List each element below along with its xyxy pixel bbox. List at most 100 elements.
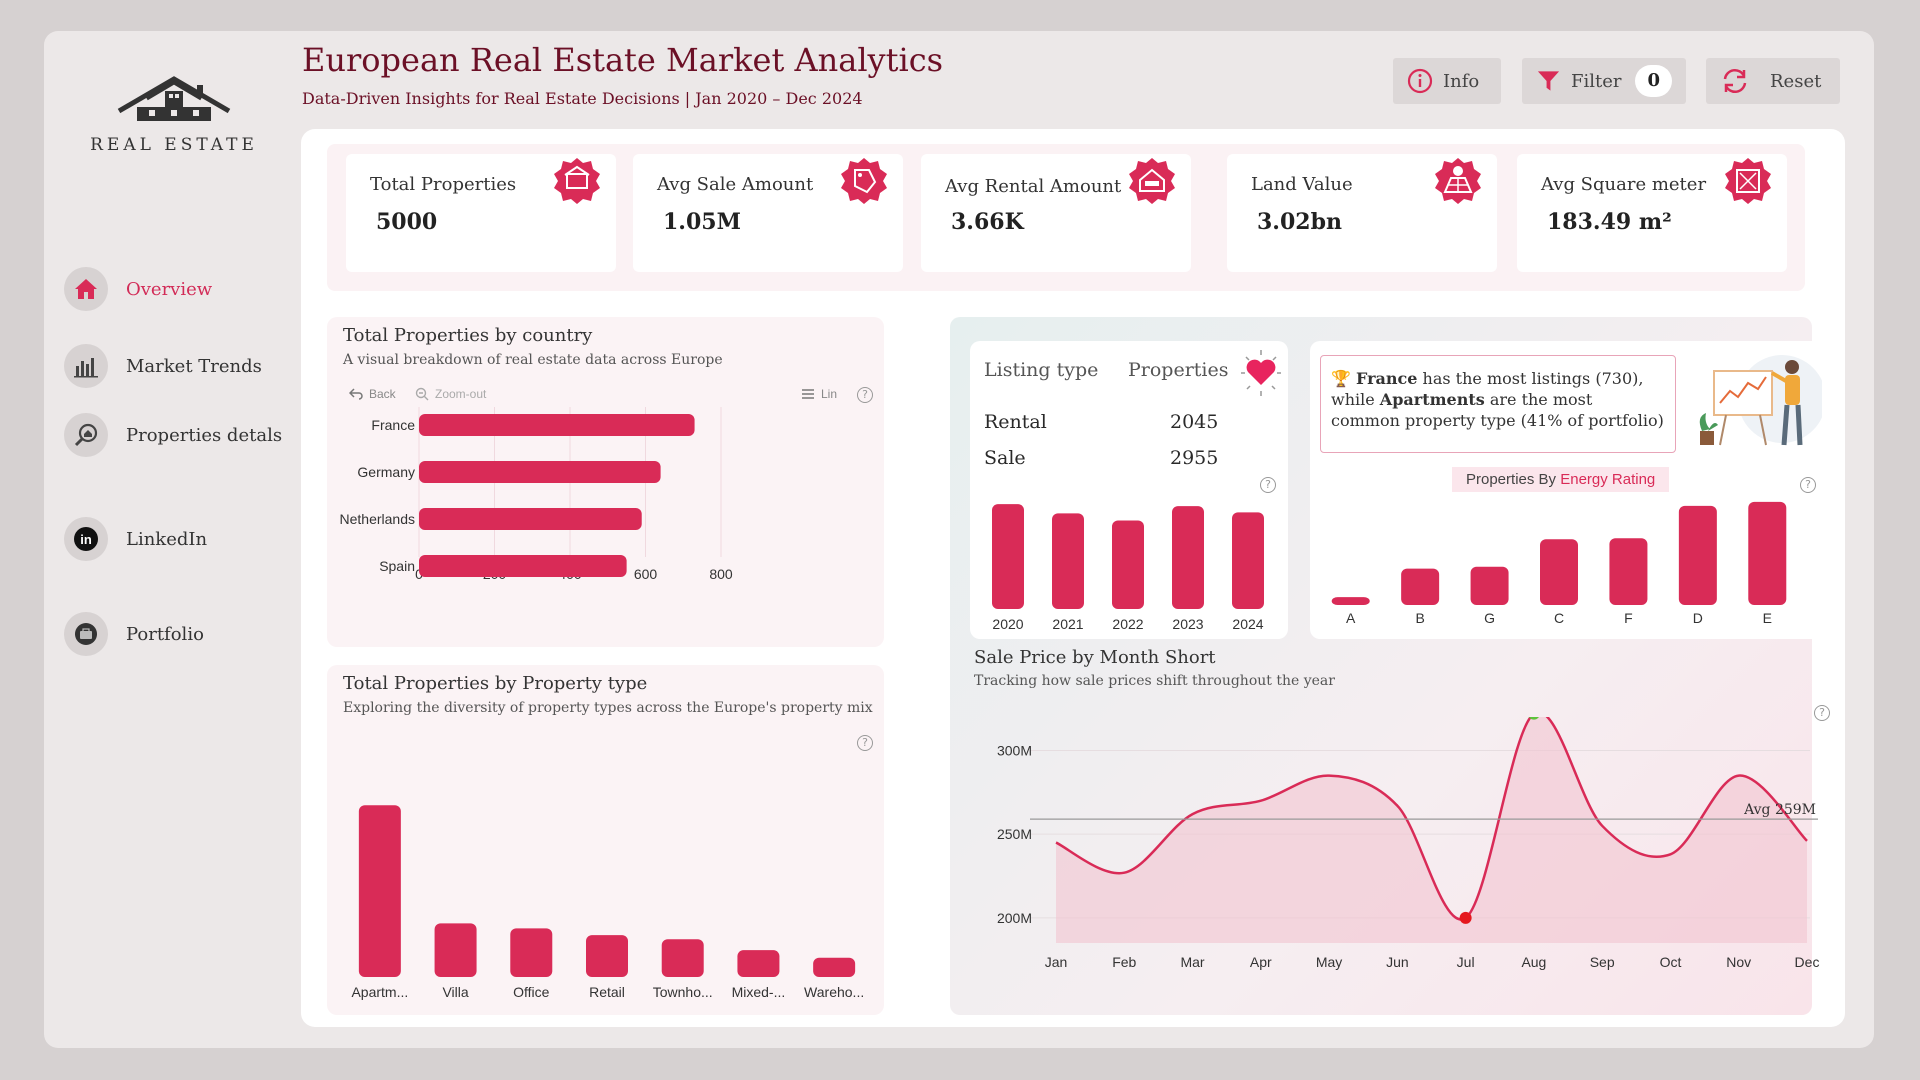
bar-2023 [1172,506,1204,609]
min-point-marker [1459,911,1472,924]
category-label: Germany [357,464,415,480]
country-panel-subtitle: A visual breakdown of real estate data a… [343,352,723,368]
type-panel-subtitle: Exploring the diversity of property type… [343,700,873,716]
x-tick-label: Feb [1112,954,1136,970]
bar-wareho [813,957,856,977]
category-label: B [1415,610,1424,626]
page-subtitle: Data-Driven Insights for Real Estate Dec… [302,89,863,108]
nav-icon-bg [64,344,108,388]
energy-header-prefix: Properties By [1466,471,1561,488]
category-label: Spain [379,558,415,574]
nav-icon-bg [64,413,108,457]
reset-button[interactable]: Reset [1706,58,1840,104]
nav-icon-bg [64,267,108,311]
x-tick-label: 0 [415,566,423,582]
back-label: Back [369,387,396,401]
linkedin-icon: in [74,527,98,551]
building-icon [554,158,600,204]
x-tick-label: Dec [1795,954,1820,970]
bar-mixed [737,950,780,977]
category-label: France [371,417,415,433]
bar-f [1609,538,1648,605]
nav-linkedin[interactable]: in LinkedIn [64,517,207,561]
list-icon [802,389,814,399]
category-label: F [1624,610,1633,626]
bar-apartm [358,805,401,977]
kpi-label: Avg Square meter [1541,174,1707,195]
energy-rating-header: Properties By Energy Rating [1452,467,1670,492]
help-icon[interactable]: ? [857,387,873,403]
heart-icon [1241,350,1281,396]
category-label: Office [513,984,550,1000]
x-tick-label: 600 [634,566,658,582]
bar-villa [434,923,477,977]
presenter-illustration-icon [1699,355,1822,446]
bar-a [1331,597,1370,605]
nav-portfolio[interactable]: Portfolio [64,612,204,656]
home-icon [75,279,97,299]
category-label: Netherlands [340,511,416,527]
info-label: Info [1443,70,1480,92]
help-icon[interactable]: ? [1260,477,1276,493]
back-arrow-icon [349,388,363,400]
bar-townho [661,939,704,977]
x-tick-label: Mar [1180,954,1204,970]
kpi-value: 3.02bn [1257,209,1342,235]
insight-text-2: are the most common property type (41% o… [1331,390,1664,430]
x-tick-label: Jul [1457,954,1475,970]
nav-label: Market Trends [126,355,262,377]
insight-property-type: Apartments [1379,390,1485,409]
type-panel-title: Total Properties by Property type [343,673,648,694]
kpi-avg-rental-amount: Avg Rental Amount 3.66K [921,154,1191,272]
kpi-avg-sale-amount: Avg Sale Amount 1.05M [633,154,903,272]
page-title: European Real Estate Market Analytics [302,41,944,79]
bar-netherlands [419,508,642,530]
listing-col1-header: Listing type [984,359,1099,381]
y-tick-label: 300M [997,742,1032,758]
nav-market-trends[interactable]: Market Trends [64,344,262,388]
house-logo-icon [117,76,231,121]
area-fill [1056,717,1807,943]
energy-header-accent: Energy Rating [1560,471,1656,488]
zoom-out-label: Zoom-out [435,387,487,401]
logo: REAL ESTATE [74,69,274,155]
help-icon[interactable]: ? [857,735,873,751]
kpi-label: Land Value [1251,174,1353,195]
refresh-icon [1723,69,1747,93]
listing-col2-header: Properties [1128,359,1229,381]
reset-label: Reset [1770,70,1822,92]
rent-house-icon [1129,158,1175,204]
nav-label: LinkedIn [126,528,208,550]
property-type-bar-chart: Apartm... Villa Office Retail Townho... Mixed… [351,805,864,1000]
category-label: 2024 [1232,616,1263,632]
nav-properties-details[interactable]: Properties detals [64,413,282,457]
y-tick-label: 200M [997,910,1032,926]
category-label: A [1346,610,1356,626]
nav-label: Portfolio [126,623,204,645]
x-tick-label: Oct [1660,954,1682,970]
nav-overview[interactable]: Overview [64,267,212,311]
x-tick-label: 800 [709,566,733,582]
y-tick-label: 250M [997,826,1032,842]
back-button[interactable]: Back [349,387,396,401]
help-icon[interactable]: ? [1814,705,1830,721]
kpi-value: 5000 [376,209,438,235]
filter-button[interactable]: Filter 0 [1522,58,1686,104]
dashboard-frame: REAL ESTATE European Real Estate Market … [44,31,1874,1048]
category-label: Townho... [653,984,713,1000]
bar-d [1678,505,1717,605]
info-button[interactable]: Info [1393,58,1501,104]
category-label: 2023 [1172,616,1203,632]
bar-chart-icon [74,358,98,378]
listing-type-card: Listing type Properties Rental 2045 Sale… [970,341,1288,639]
x-tick-label: May [1316,954,1342,970]
listing-row-type: Sale [984,447,1026,469]
help-icon[interactable]: ? [1800,477,1816,493]
area-icon [1725,158,1771,204]
nav-icon-bg: in [64,517,108,561]
listing-row-count: 2045 [1170,411,1219,433]
zoom-out-button[interactable]: Zoom-out [415,387,486,401]
country-panel: Total Properties by country A visual bre… [327,317,884,647]
scale-toggle[interactable]: Lin [801,387,837,401]
main-content: Total Properties 5000 Avg Sale Amount 1.… [301,129,1845,1027]
